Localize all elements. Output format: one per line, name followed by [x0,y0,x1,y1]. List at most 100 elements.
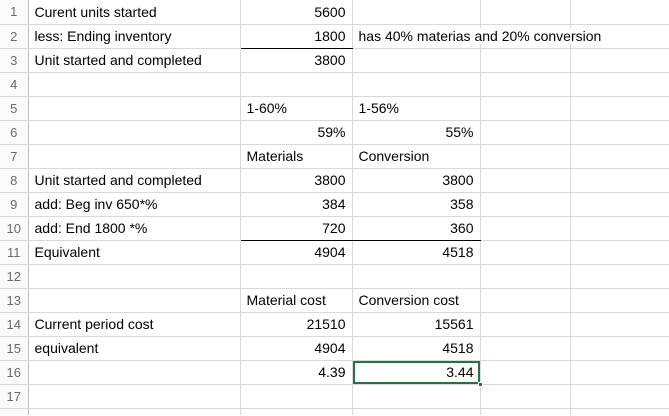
cell-D9[interactable] [480,192,571,217]
cell-E6[interactable] [570,120,669,145]
cell-A10[interactable]: add: End 1800 *% [28,216,241,241]
row-header-18[interactable] [0,408,29,415]
cell-E16[interactable] [570,360,669,385]
cell-C6[interactable]: 55% [352,120,481,145]
cell-B17[interactable] [240,384,353,409]
row-header-16[interactable]: 16 [0,360,29,385]
cell-D18[interactable] [480,408,571,415]
cell-B3[interactable]: 3800 [240,48,353,73]
row-header-14[interactable]: 14 [0,312,29,337]
cell-B2[interactable]: 1800 [240,24,353,49]
cell-C13[interactable]: Conversion cost [352,288,481,313]
cell-B14[interactable]: 21510 [240,312,353,337]
cell-B9[interactable]: 384 [240,192,353,217]
row-header-10[interactable]: 10 [0,216,29,241]
cell-D17[interactable] [480,384,571,409]
row-header-12[interactable]: 12 [0,264,29,289]
cell-B5[interactable]: 1-60% [240,96,353,121]
cell-E1[interactable] [570,0,669,25]
cell-E18[interactable] [570,408,669,415]
cell-B1[interactable]: 5600 [240,0,353,25]
cell-E17[interactable] [570,384,669,409]
cell-A1[interactable]: Curent units started [28,0,241,25]
cell-E15[interactable] [570,336,669,361]
cell-D12[interactable] [480,264,571,289]
cell-B11[interactable]: 4904 [240,240,353,265]
cell-A5[interactable] [28,96,241,121]
cell-C10[interactable]: 360 [352,216,481,241]
cell-B7[interactable]: Materials [240,144,353,169]
cell-A14[interactable]: Current period cost [28,312,241,337]
row-header-3[interactable]: 3 [0,48,29,73]
cell-C11[interactable]: 4518 [352,240,481,265]
cell-C14[interactable]: 15561 [352,312,481,337]
cell-E11[interactable] [570,240,669,265]
cell-E4[interactable] [570,72,669,97]
cell-D11[interactable] [480,240,571,265]
row-header-2[interactable]: 2 [0,24,29,49]
cell-B6[interactable]: 59% [240,120,353,145]
cell-A18[interactable] [28,408,241,415]
cell-A8[interactable]: Unit started and completed [28,168,241,193]
cell-C12[interactable] [352,264,481,289]
cell-D4[interactable] [480,72,571,97]
cell-A11[interactable]: Equivalent [28,240,241,265]
row-header-4[interactable]: 4 [0,72,29,97]
cell-E14[interactable] [570,312,669,337]
cell-C8[interactable]: 3800 [352,168,481,193]
cell-B4[interactable] [240,72,353,97]
cell-D5[interactable] [480,96,571,121]
cell-C5[interactable]: 1-56% [352,96,481,121]
cell-A4[interactable] [28,72,241,97]
cell-E7[interactable] [570,144,669,169]
cell-A2[interactable]: less: Ending inventory [28,24,241,49]
cell-A9[interactable]: add: Beg inv 650*% [28,192,241,217]
cell-E3[interactable] [570,48,669,73]
cell-D16[interactable] [480,360,571,385]
cell-B10[interactable]: 720 [240,216,353,241]
cell-C16-selected[interactable]: 3.44 [352,360,483,387]
cell-C3[interactable] [352,48,481,73]
cell-B12[interactable] [240,264,353,289]
cell-D14[interactable] [480,312,571,337]
cell-E13[interactable] [570,288,669,313]
cell-C4[interactable] [352,72,481,97]
cell-E8[interactable] [570,168,669,193]
cell-B15[interactable]: 4904 [240,336,353,361]
fill-handle[interactable] [477,381,483,387]
cell-C2[interactable]: has 40% materias and 20% conversion [352,24,602,49]
row-header-7[interactable]: 7 [0,144,29,169]
cell-A3[interactable]: Unit started and completed [28,48,241,73]
cell-E9[interactable] [570,192,669,217]
cell-D15[interactable] [480,336,571,361]
cell-D1[interactable] [480,0,571,25]
cell-D3[interactable] [480,48,571,73]
cell-B8[interactable]: 3800 [240,168,353,193]
row-header-8[interactable]: 8 [0,168,29,193]
cell-D6[interactable] [480,120,571,145]
row-header-15[interactable]: 15 [0,336,29,361]
cell-A17[interactable] [28,384,241,409]
row-header-17[interactable]: 17 [0,384,29,409]
cell-A6[interactable] [28,120,241,145]
row-header-1[interactable]: 1 [0,0,29,25]
cell-B16[interactable]: 4.39 [240,360,353,385]
row-header-5[interactable]: 5 [0,96,29,121]
cell-D10[interactable] [480,216,571,241]
cell-A16[interactable] [28,360,241,385]
cell-C18[interactable] [352,408,481,415]
row-header-11[interactable]: 11 [0,240,29,265]
cell-C9[interactable]: 358 [352,192,481,217]
cell-A12[interactable] [28,264,241,289]
cell-D8[interactable] [480,168,571,193]
cell-C7[interactable]: Conversion [352,144,481,169]
cell-E12[interactable] [570,264,669,289]
cell-C1[interactable] [352,0,481,25]
cell-D13[interactable] [480,288,571,313]
cell-C17[interactable] [352,384,481,409]
cell-A7[interactable] [28,144,241,169]
row-header-13[interactable]: 13 [0,288,29,313]
cell-B18[interactable] [240,408,353,415]
row-header-6[interactable]: 6 [0,120,29,145]
row-header-9[interactable]: 9 [0,192,29,217]
